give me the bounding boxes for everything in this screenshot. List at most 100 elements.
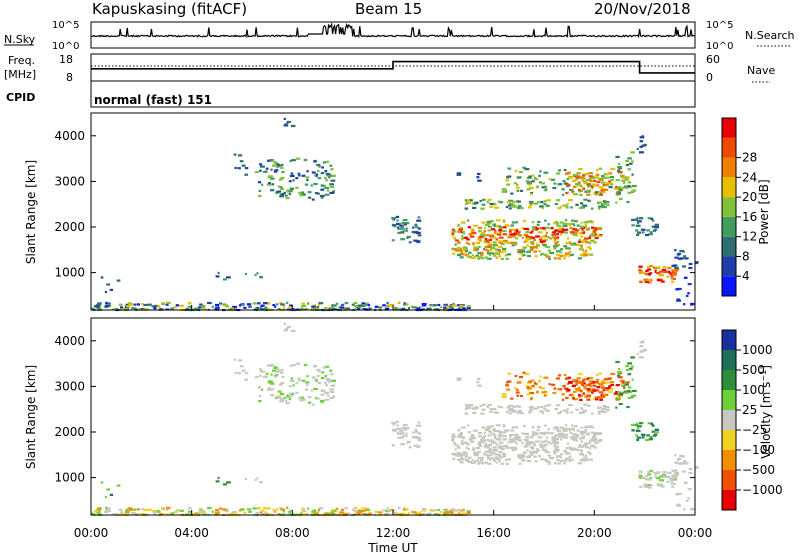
power-cell bbox=[365, 302, 369, 305]
power-cell bbox=[387, 304, 392, 307]
power-cell bbox=[156, 305, 161, 308]
velocity-cell bbox=[498, 451, 503, 454]
velocity-cell bbox=[563, 459, 568, 462]
velocity-cell bbox=[569, 447, 574, 450]
velocity-cell bbox=[641, 349, 646, 352]
velocity-cell bbox=[335, 507, 339, 510]
velocity-cell bbox=[295, 382, 299, 385]
power-colorbar-cell bbox=[722, 197, 736, 217]
power-cell bbox=[106, 283, 111, 286]
velocity-cell bbox=[590, 444, 595, 447]
velocity-cell bbox=[477, 450, 481, 453]
velocity-cell bbox=[457, 435, 462, 438]
velocity-cell bbox=[648, 478, 651, 481]
power-colorbar-cell bbox=[722, 157, 736, 178]
power-cell bbox=[627, 157, 633, 160]
velocity-cell bbox=[534, 381, 537, 385]
power-cell bbox=[639, 145, 643, 148]
velocity-cell bbox=[551, 383, 556, 386]
power-cell bbox=[421, 303, 427, 306]
velocity-cell bbox=[324, 375, 328, 378]
velocity-cell bbox=[479, 444, 483, 447]
velocity-cell bbox=[557, 435, 562, 438]
velocity-cell bbox=[581, 453, 584, 456]
power-cell bbox=[453, 237, 457, 240]
power-cell bbox=[194, 307, 198, 310]
velocity-cell bbox=[485, 453, 488, 456]
velocity-cell bbox=[104, 510, 109, 513]
power-cell bbox=[602, 203, 607, 206]
freq-unit-label: [MHz] bbox=[4, 68, 36, 81]
power-colorbar-cell bbox=[722, 236, 736, 257]
velocity-cell bbox=[537, 436, 543, 439]
velocity-cell bbox=[305, 381, 310, 384]
power-cell bbox=[578, 238, 582, 242]
cpid-panel: CPID normal (fast) 151 bbox=[6, 80, 696, 108]
velocity-cell bbox=[466, 406, 472, 409]
velocity-cell bbox=[276, 395, 282, 398]
velocity-cell bbox=[456, 378, 462, 381]
velocity-cell bbox=[456, 451, 461, 455]
velocity-cell bbox=[514, 374, 518, 378]
velocity-cell bbox=[462, 512, 466, 515]
power-cell bbox=[321, 184, 326, 187]
velocity-cell bbox=[553, 450, 558, 453]
power-ylabel: Slant Range [km] bbox=[24, 160, 38, 264]
power-cell bbox=[551, 226, 554, 230]
velocity-cell bbox=[602, 393, 608, 396]
power-cell bbox=[329, 185, 335, 189]
velocity-cell bbox=[405, 434, 408, 438]
velocity-ytick-label: 2000 bbox=[54, 425, 85, 439]
velocity-cell bbox=[688, 467, 693, 471]
velocity-cell bbox=[631, 389, 637, 393]
velocity-cell bbox=[382, 509, 386, 512]
power-cell bbox=[626, 200, 630, 204]
power-cell bbox=[486, 252, 491, 255]
velocity-cell bbox=[577, 380, 581, 383]
power-cell bbox=[386, 302, 389, 305]
velocity-cell bbox=[237, 372, 241, 375]
power-cell bbox=[449, 306, 454, 309]
power-cell bbox=[624, 176, 628, 179]
power-cell bbox=[529, 248, 534, 251]
velocity-cell bbox=[506, 381, 510, 384]
power-cell bbox=[571, 179, 577, 182]
power-cell bbox=[477, 251, 482, 255]
velocity-cell bbox=[584, 442, 589, 445]
power-cell bbox=[541, 207, 545, 210]
power-cell bbox=[257, 302, 261, 305]
power-cell bbox=[479, 239, 483, 242]
velocity-cell bbox=[673, 482, 676, 485]
velocity-cell bbox=[374, 510, 379, 513]
power-cell bbox=[414, 223, 418, 226]
power-cell bbox=[133, 303, 137, 306]
velocity-cell bbox=[266, 388, 272, 391]
power-cell bbox=[663, 270, 668, 273]
power-cell bbox=[531, 242, 535, 245]
power-cell bbox=[668, 272, 672, 275]
power-cell bbox=[477, 172, 481, 176]
power-cell bbox=[508, 207, 512, 210]
power-cell bbox=[305, 176, 310, 179]
power-cell bbox=[505, 205, 509, 209]
velocity-cell bbox=[399, 429, 404, 432]
power-cell bbox=[676, 299, 682, 302]
velocity-cell bbox=[570, 427, 575, 430]
power-cell bbox=[590, 226, 594, 229]
velocity-cell bbox=[484, 446, 488, 449]
velocity-cell bbox=[597, 432, 603, 435]
beam-title: Beam 15 bbox=[355, 0, 422, 18]
power-cell bbox=[285, 197, 290, 200]
power-cell bbox=[399, 224, 404, 227]
power-cell bbox=[636, 233, 640, 236]
velocity-cell bbox=[637, 436, 642, 439]
velocity-cell bbox=[588, 441, 591, 444]
power-cell bbox=[647, 217, 651, 220]
velocity-colorbar-cell bbox=[722, 490, 736, 510]
velocity-cell bbox=[594, 441, 599, 445]
velocity-cell bbox=[573, 378, 577, 382]
power-cell bbox=[525, 231, 530, 234]
velocity-cell bbox=[107, 507, 111, 510]
velocity-cell bbox=[599, 383, 604, 386]
velocity-cell bbox=[419, 511, 422, 514]
